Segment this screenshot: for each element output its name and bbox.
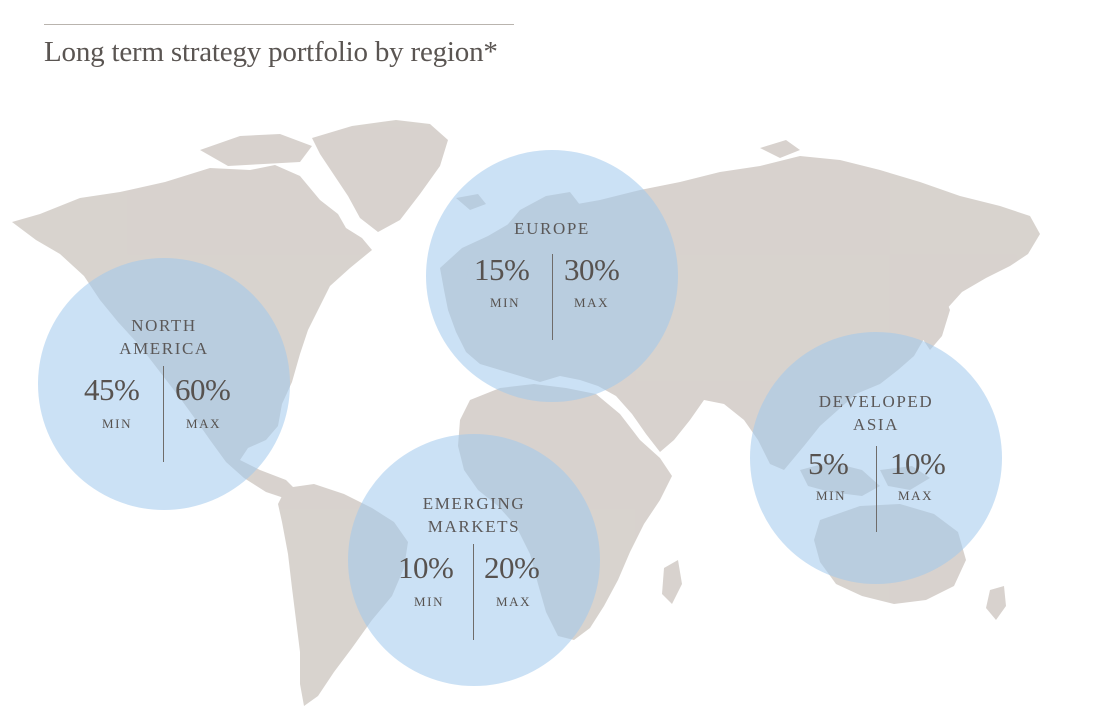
min-max-divider (163, 366, 164, 462)
min-label: MIN (816, 488, 847, 503)
min-label: MIN (490, 295, 521, 310)
min-percent: 45% (84, 372, 140, 407)
max-label: MAX (186, 416, 222, 431)
min-label: MIN (414, 594, 445, 609)
min-label: MIN (102, 416, 133, 431)
landmass-greenland (312, 120, 448, 232)
region-name: DEVELOPED ASIA (818, 392, 934, 434)
max-label: MAX (898, 488, 934, 503)
region-name: EMERGING MARKETS (422, 494, 526, 536)
min-max-divider (552, 254, 553, 340)
min-max-divider (876, 446, 877, 532)
min-percent: 10% (398, 550, 454, 585)
min-percent: 15% (474, 252, 530, 287)
region-name: NORTH AMERICA (119, 316, 209, 358)
max-percent: 30% (564, 252, 620, 287)
region-europe: EUROPE 15% 30% MIN MAX (426, 150, 678, 402)
region-emerging-markets: EMERGING MARKETS 10% 20% MIN MAX (348, 434, 600, 686)
max-label: MAX (496, 594, 532, 609)
max-label: MAX (574, 295, 610, 310)
min-max-divider (473, 544, 474, 640)
max-percent: 60% (175, 372, 231, 407)
max-percent: 20% (484, 550, 540, 585)
landmass-arctic-islands (200, 134, 312, 166)
max-percent: 10% (890, 446, 946, 481)
region-name: EUROPE (514, 219, 590, 238)
region-developed-asia: DEVELOPED ASIA 5% 10% MIN MAX (750, 332, 1002, 584)
min-percent: 5% (808, 446, 849, 481)
region-north-america: NORTH AMERICA 45% 60% MIN MAX (38, 258, 290, 510)
title-rule (44, 24, 514, 25)
page-title: Long term strategy portfolio by region* (44, 36, 498, 68)
